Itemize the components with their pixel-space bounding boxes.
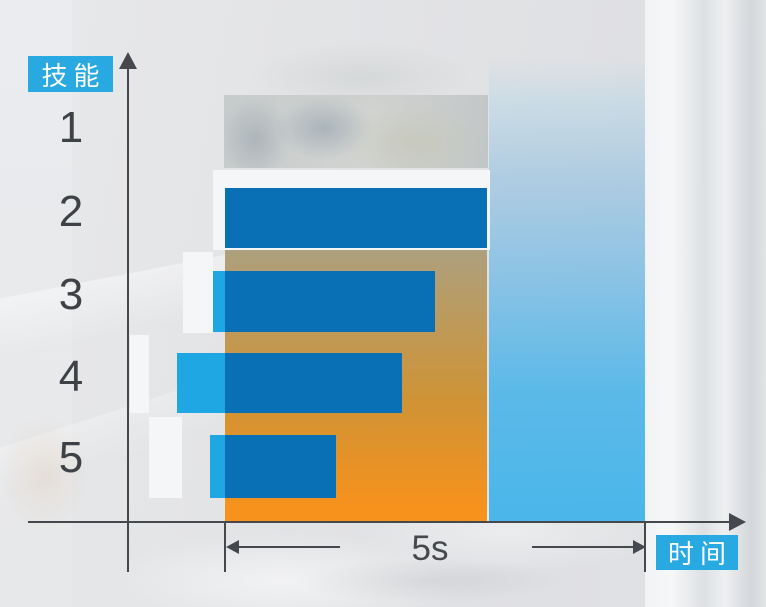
- skill-bar-segment: [213, 271, 225, 332]
- blue-gradient-column: [489, 58, 645, 522]
- skill-bar-segment: [210, 435, 225, 498]
- y-axis-label-chip: 技能: [28, 56, 113, 92]
- y-tick-label: 4: [58, 352, 84, 401]
- x-axis-label: 时间: [667, 539, 732, 569]
- y-axis-line: [127, 66, 129, 572]
- skill-bar-segment: [225, 435, 336, 498]
- background-left-strip: [0, 0, 72, 607]
- skill1-ghost-window: [224, 95, 488, 168]
- background-hair-highlight: [180, 0, 510, 110]
- x-axis-label-chip: 时间: [656, 535, 738, 570]
- x-axis-line: [28, 521, 730, 523]
- y-tick-label: 1: [58, 103, 84, 152]
- y-axis-label: 技能: [41, 60, 106, 91]
- cast-window-box: [130, 335, 149, 413]
- measure-arrow-left-icon: [226, 540, 239, 554]
- measure-line-left: [232, 546, 340, 548]
- background-armor-swirl-2: [250, 555, 610, 607]
- measure-tick-left: [224, 522, 226, 572]
- y-tick-label: 3: [58, 270, 84, 319]
- measure-arrow-right-icon: [633, 540, 646, 554]
- duration-label: 5s: [411, 529, 449, 568]
- measure-line-right: [532, 546, 636, 548]
- skill-bar-segment: [225, 271, 435, 332]
- background-right-panel: [645, 0, 766, 607]
- cast-window-box: [183, 252, 213, 333]
- y-tick-label: 2: [58, 187, 84, 236]
- skill-bar-segment: [225, 188, 487, 248]
- skill-bar-segment: [225, 353, 402, 413]
- skill-bar-segment: [177, 353, 225, 413]
- y-tick-label: 5: [58, 433, 84, 482]
- cast-window-box: [149, 417, 182, 498]
- x-axis-arrowhead-icon: [729, 513, 746, 531]
- y-axis-arrowhead-icon: [119, 52, 137, 69]
